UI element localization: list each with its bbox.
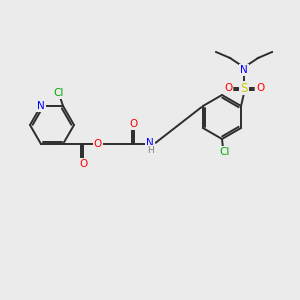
Text: O: O [79,159,87,169]
Text: O: O [130,119,138,129]
Text: N: N [37,101,45,111]
Text: O: O [94,139,102,149]
Text: Cl: Cl [220,147,230,157]
Text: N: N [146,138,154,148]
Text: N: N [240,65,248,75]
Text: H: H [147,146,153,154]
Text: O: O [256,83,264,93]
Text: S: S [240,82,248,94]
Text: O: O [224,83,232,93]
Text: Cl: Cl [54,88,64,98]
